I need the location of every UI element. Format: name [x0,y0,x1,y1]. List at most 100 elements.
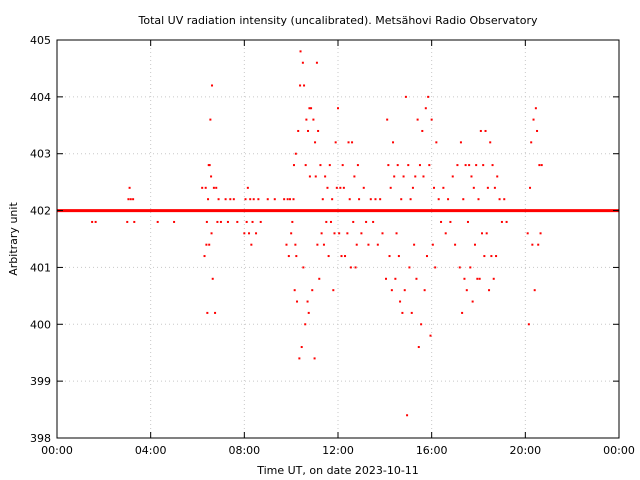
data-point [463,277,466,280]
data-point [478,277,481,280]
data-point [498,198,501,201]
data-point [210,175,213,178]
data-point [418,164,421,167]
data-point [126,220,129,223]
x-axis: 00:00 04:00 08:00 12:00 16:00 20:00 00:00 [41,40,635,457]
data-point [400,198,403,201]
data-point [292,164,295,167]
data-point [360,232,363,235]
data-point [356,164,359,167]
y-tick-label: 401 [30,261,51,274]
data-point [456,164,459,167]
data-point [422,175,425,178]
x-tick-label: 20:00 [509,444,541,457]
data-point [211,277,214,280]
grid-lines [57,40,619,438]
data-point [390,289,393,292]
data-point [316,243,319,246]
data-point [451,175,454,178]
data-point [444,232,447,235]
data-point [259,220,262,223]
data-point [326,186,329,189]
data-point [386,118,389,121]
data-point [337,107,339,110]
data-point [367,243,370,246]
y-tick-label: 402 [30,205,51,218]
data-point [306,300,309,303]
data-point [454,243,457,246]
data-point [526,232,529,235]
data-point [486,186,489,189]
data-point [229,198,232,201]
data-point [362,186,365,189]
y-tick-label: 405 [30,34,51,47]
data-point [495,255,498,258]
x-tick-label: 04:00 [135,444,167,457]
data-point [308,175,311,178]
data-point [348,198,351,201]
data-point [414,175,417,178]
data-point [353,175,356,178]
data-point [376,243,379,246]
data-point [402,175,405,178]
data-point [408,266,411,269]
data-point [493,186,496,189]
data-point [245,220,248,223]
x-tick-label: 12:00 [322,444,354,457]
data-point [529,186,532,189]
data-point [489,141,492,144]
data-point [328,164,331,167]
data-point [305,118,308,121]
data-point [500,220,503,223]
data-point [427,95,430,98]
data-point [340,255,343,258]
data-point [392,141,395,144]
data-point [339,186,342,189]
data-point [317,129,320,132]
data-point [458,266,461,269]
data-point [127,198,130,201]
data-point [379,198,382,201]
data-point [314,175,317,178]
data-point [293,289,296,292]
data-point [304,164,307,167]
data-point [468,164,471,167]
data-point [322,243,325,246]
data-point [341,164,344,167]
data-point [483,255,486,258]
data-point [307,129,310,132]
data-point [286,198,289,201]
data-point [470,175,473,178]
data-point [321,198,324,201]
data-point [531,243,534,246]
data-point [471,300,474,303]
data-point [423,289,426,292]
data-point [358,198,361,201]
data-point [403,289,406,292]
data-point [413,243,416,246]
data-point [431,243,434,246]
data-point [214,311,217,314]
data-point [308,107,311,110]
data-point [410,311,413,314]
data-point [491,164,494,167]
data-point [215,186,218,189]
data-point [488,289,491,292]
data-point [318,277,321,280]
data-point [484,129,487,132]
data-point [303,84,306,87]
data-point [300,346,303,349]
data-point [351,141,354,144]
data-point [404,95,407,98]
data-point [481,232,484,235]
data-point [173,220,176,223]
x-tick-label: 00:00 [603,444,635,457]
data-point [344,255,347,258]
data-point [288,198,291,201]
data-point [442,186,445,189]
data-point [349,266,352,269]
y-tick-label: 398 [30,432,51,445]
data-point [540,164,543,167]
data-point [476,277,479,280]
data-point [216,220,219,223]
